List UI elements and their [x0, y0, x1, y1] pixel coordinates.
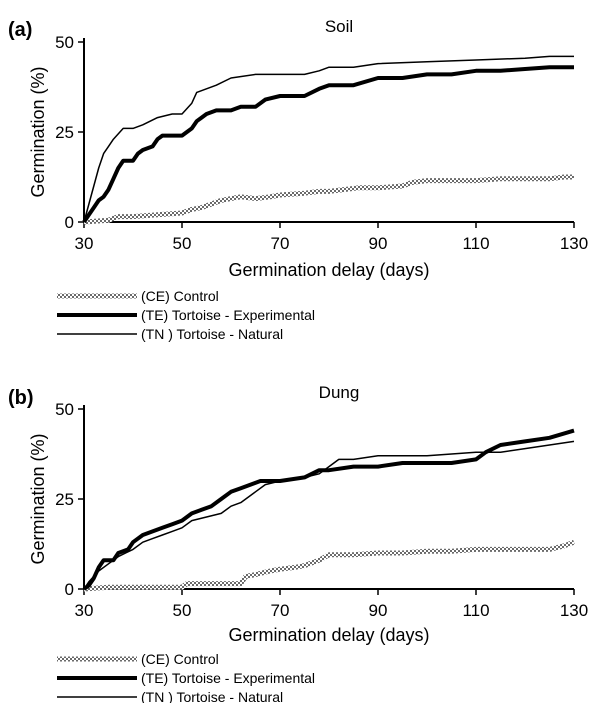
panel-b-legend-label: (TN ) Tortoise - Natural [141, 689, 283, 703]
panel-a-title: Soil [325, 17, 353, 36]
panel-b-x-tick-label: 30 [75, 601, 94, 620]
panel-a-series-line-experimental [82, 65, 574, 224]
panel-a-y-axis-label: Germination (%) [28, 66, 48, 197]
panel-b-title: Dung [319, 383, 360, 402]
panel-b-series-line-experimental [82, 428, 575, 591]
panel-b-y-tick-label: 0 [65, 580, 74, 599]
panel-b-label: (b) [8, 387, 34, 409]
panel-a-legend-label: (TN ) Tortoise - Natural [141, 326, 283, 342]
panel-b-x-tick-label: 130 [560, 601, 588, 620]
panel-a-legend-label: (TE) Tortoise - Experimental [141, 307, 315, 323]
panel-b-x-tick-label: 110 [462, 601, 489, 620]
panel-a-label: (a) [8, 19, 32, 41]
panel-b-legend-label: (CE) Control [141, 651, 219, 667]
panel-a-series-line-control [83, 174, 574, 225]
panel-a-x-tick-label: 130 [560, 234, 588, 253]
panel-b-series-line-natural [83, 440, 575, 590]
panel-b-x-tick-label: 70 [271, 601, 290, 620]
panel-a-y-tick-label: 0 [65, 213, 74, 232]
panel-a-x-tick-label: 50 [173, 234, 192, 253]
panel-b-y-tick-label: 50 [55, 400, 74, 419]
panel-b-x-axis-label: Germination delay (days) [228, 625, 429, 645]
panel-a-x-axis-label: Germination delay (days) [228, 260, 429, 280]
panel-b-y-axis-label: Germination (%) [28, 433, 48, 564]
panel-a-x-tick-label: 30 [75, 234, 94, 253]
panel-a-y-tick-label: 50 [55, 33, 74, 52]
panel-a-legend-label: (CE) Control [141, 288, 219, 304]
panel-a-x-tick-label: 110 [462, 234, 489, 253]
panel-a-x-tick-label: 90 [369, 234, 388, 253]
panel-a-y-tick-label: 25 [55, 123, 74, 142]
panel-a-x-tick-label: 70 [271, 234, 290, 253]
panel-a-series-line-natural [83, 55, 574, 223]
panel-b-x-tick-label: 90 [369, 601, 388, 620]
panel-b-x-tick-label: 50 [173, 601, 192, 620]
panel-b-legend-label: (TE) Tortoise - Experimental [141, 670, 315, 686]
panel-b-series-line-control [83, 539, 575, 592]
panel-b-y-tick-label: 25 [55, 490, 74, 509]
